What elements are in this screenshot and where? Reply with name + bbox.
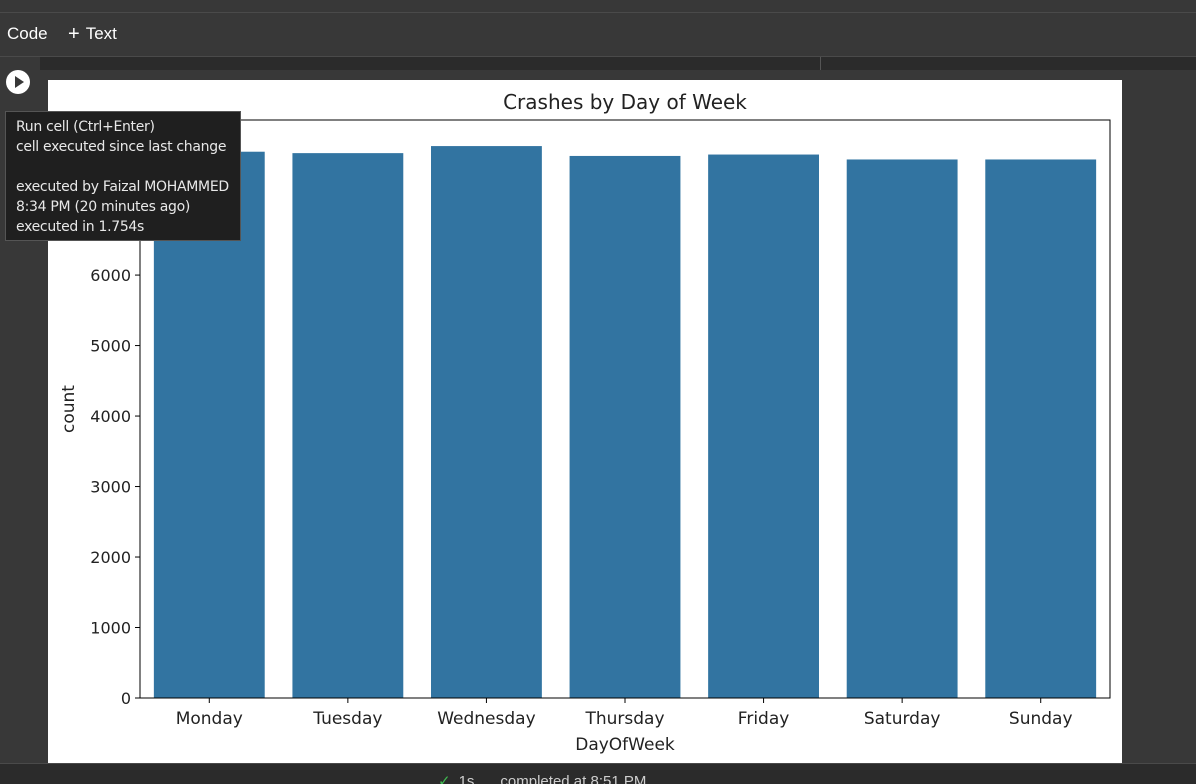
x-tick-label: Thursday	[584, 709, 664, 729]
tooltip-line-time: 8:34 PM (20 minutes ago)	[16, 199, 191, 215]
tooltip-line-state: cell executed since last change	[16, 139, 227, 155]
x-axis-label: DayOfWeek	[575, 735, 675, 755]
add-code-label: Code	[7, 24, 48, 43]
y-tick-label: 6000	[90, 266, 131, 285]
y-tick-label: 4000	[90, 407, 131, 426]
bar-chart: 0 1000 2000 3000 4000 5000 6000 Monday Tuesday We…	[59, 90, 1111, 755]
status-completed: completed at 8:51 PM	[500, 773, 647, 784]
y-tick-label: 3000	[90, 478, 131, 497]
tooltip-line-shortcut: Run cell (Ctrl+Enter)	[16, 119, 155, 135]
bar-wednesday	[431, 146, 542, 698]
add-text-label: Text	[85, 24, 117, 43]
x-tick-label: Tuesday	[312, 709, 382, 729]
chart-title: Crashes by Day of Week	[503, 90, 747, 114]
cell-divider	[820, 57, 821, 70]
y-axis-label: count	[59, 385, 79, 433]
status-bar: ✓ 1s completed at 8:51 PM	[0, 763, 1196, 784]
check-icon: ✓	[438, 773, 451, 784]
bar-tuesday	[292, 153, 404, 698]
add-text-button[interactable]: + Text	[68, 24, 117, 44]
status-duration: 1s	[458, 773, 475, 784]
y-tick-label: 1000	[90, 619, 131, 638]
menubar	[0, 0, 1196, 13]
y-tick-label: 5000	[90, 337, 131, 356]
run-cell-button[interactable]	[6, 70, 30, 94]
x-tick-label: Friday	[738, 709, 790, 729]
y-tick-label: 2000	[90, 548, 131, 567]
run-cell-tooltip: Run cell (Ctrl+Enter) cell executed sinc…	[5, 111, 241, 241]
tooltip-line-duration: executed in 1.754s	[16, 219, 145, 235]
add-code-button[interactable]: Code	[7, 24, 48, 44]
bar-friday	[708, 154, 819, 698]
plus-icon: +	[68, 22, 80, 45]
bar-sunday	[985, 159, 1097, 699]
bar-monday	[153, 151, 265, 699]
notebook-toolbar: Code + Text	[0, 13, 1196, 57]
bar-saturday	[846, 159, 958, 699]
x-tick-label: Saturday	[864, 709, 941, 729]
x-tick-label: Monday	[176, 709, 243, 729]
x-tick-label: Wednesday	[437, 709, 535, 729]
bar-thursday	[569, 155, 681, 698]
tooltip-line-executed-by: executed by Faizal MOHAMMED	[16, 179, 229, 195]
y-tick-label: 0	[121, 689, 131, 708]
cell-input-area[interactable]	[40, 57, 1196, 70]
x-tick-label: Sunday	[1009, 709, 1073, 729]
